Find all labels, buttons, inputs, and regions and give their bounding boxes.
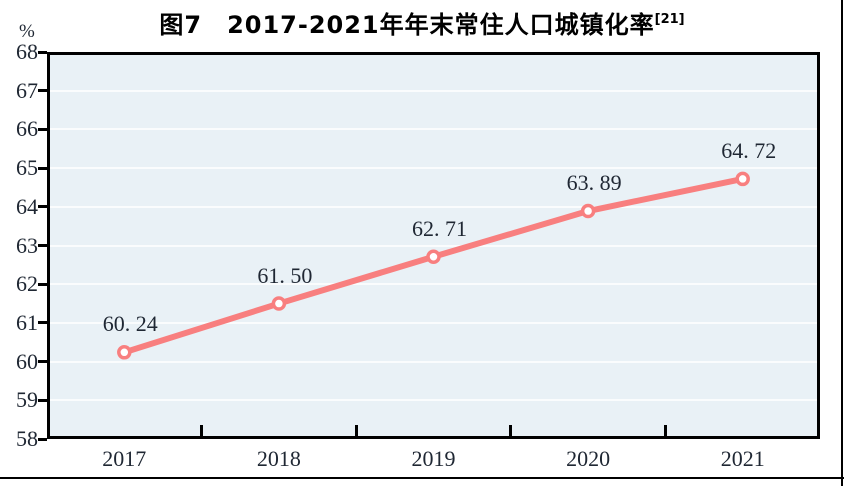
x-axis-tick-label: 2019 bbox=[411, 446, 456, 471]
y-axis-tick bbox=[38, 360, 47, 364]
page-border-bottom bbox=[0, 477, 844, 479]
y-axis-tick bbox=[38, 244, 47, 247]
y-axis-tick-label: 64 bbox=[16, 193, 38, 219]
y-axis-tick-label: 66 bbox=[16, 116, 38, 142]
chart-title: 图7 2017-2021年年末常住人口城镇化率[21] bbox=[0, 5, 844, 40]
chart-title-text: 图7 2017-2021年年末常住人口城镇化率 bbox=[159, 11, 655, 39]
x-axis-tick-label: 2021 bbox=[720, 446, 765, 471]
y-axis-tick bbox=[38, 205, 47, 209]
data-point-label: 63. 89 bbox=[566, 170, 622, 196]
y-axis-tick bbox=[38, 437, 47, 441]
y-axis-tick bbox=[38, 89, 47, 93]
y-axis-tick bbox=[38, 127, 47, 131]
x-axis-tick-label: 2020 bbox=[566, 446, 611, 471]
gridline bbox=[50, 360, 817, 363]
gridline bbox=[50, 244, 817, 247]
chart-title-footnote-ref: [21] bbox=[654, 12, 685, 27]
page-border-right bbox=[841, 0, 843, 486]
gridline bbox=[50, 283, 817, 286]
plot-area bbox=[47, 52, 820, 439]
y-axis-tick bbox=[38, 398, 47, 402]
x-axis-tick bbox=[663, 425, 667, 436]
gridline bbox=[50, 128, 817, 131]
y-axis-tick-label: 63 bbox=[16, 232, 38, 258]
y-axis-tick bbox=[38, 282, 47, 286]
y-axis-tick-label: 67 bbox=[16, 77, 38, 103]
y-axis-tick-label: 68 bbox=[16, 39, 38, 64]
y-axis-unit-label: % bbox=[19, 21, 35, 42]
y-axis-tick-label: 61 bbox=[16, 309, 38, 335]
data-point-label: 61. 50 bbox=[257, 262, 313, 288]
x-axis-tick-label: 2017 bbox=[102, 446, 147, 471]
x-axis-tick-label: 2018 bbox=[256, 446, 301, 471]
data-point-label: 62. 71 bbox=[412, 215, 467, 241]
data-point-label: 64. 72 bbox=[721, 137, 777, 163]
y-axis-tick bbox=[38, 50, 47, 54]
gridline bbox=[50, 399, 817, 402]
y-axis-tick bbox=[38, 166, 47, 170]
data-point-label: 60. 24 bbox=[102, 311, 158, 337]
y-axis-tick-label: 58 bbox=[16, 426, 38, 451]
y-axis-tick-label: 65 bbox=[16, 155, 38, 181]
y-axis-tick-label: 62 bbox=[16, 271, 38, 297]
x-axis-tick bbox=[354, 425, 358, 436]
x-axis-tick bbox=[509, 425, 513, 436]
x-axis-tick bbox=[200, 425, 204, 436]
gridline bbox=[50, 167, 817, 170]
gridline bbox=[50, 205, 817, 208]
gridline bbox=[50, 89, 817, 92]
y-axis-tick-label: 60 bbox=[16, 348, 38, 374]
y-axis-tick-label: 59 bbox=[16, 387, 38, 413]
y-axis-tick bbox=[38, 321, 47, 325]
